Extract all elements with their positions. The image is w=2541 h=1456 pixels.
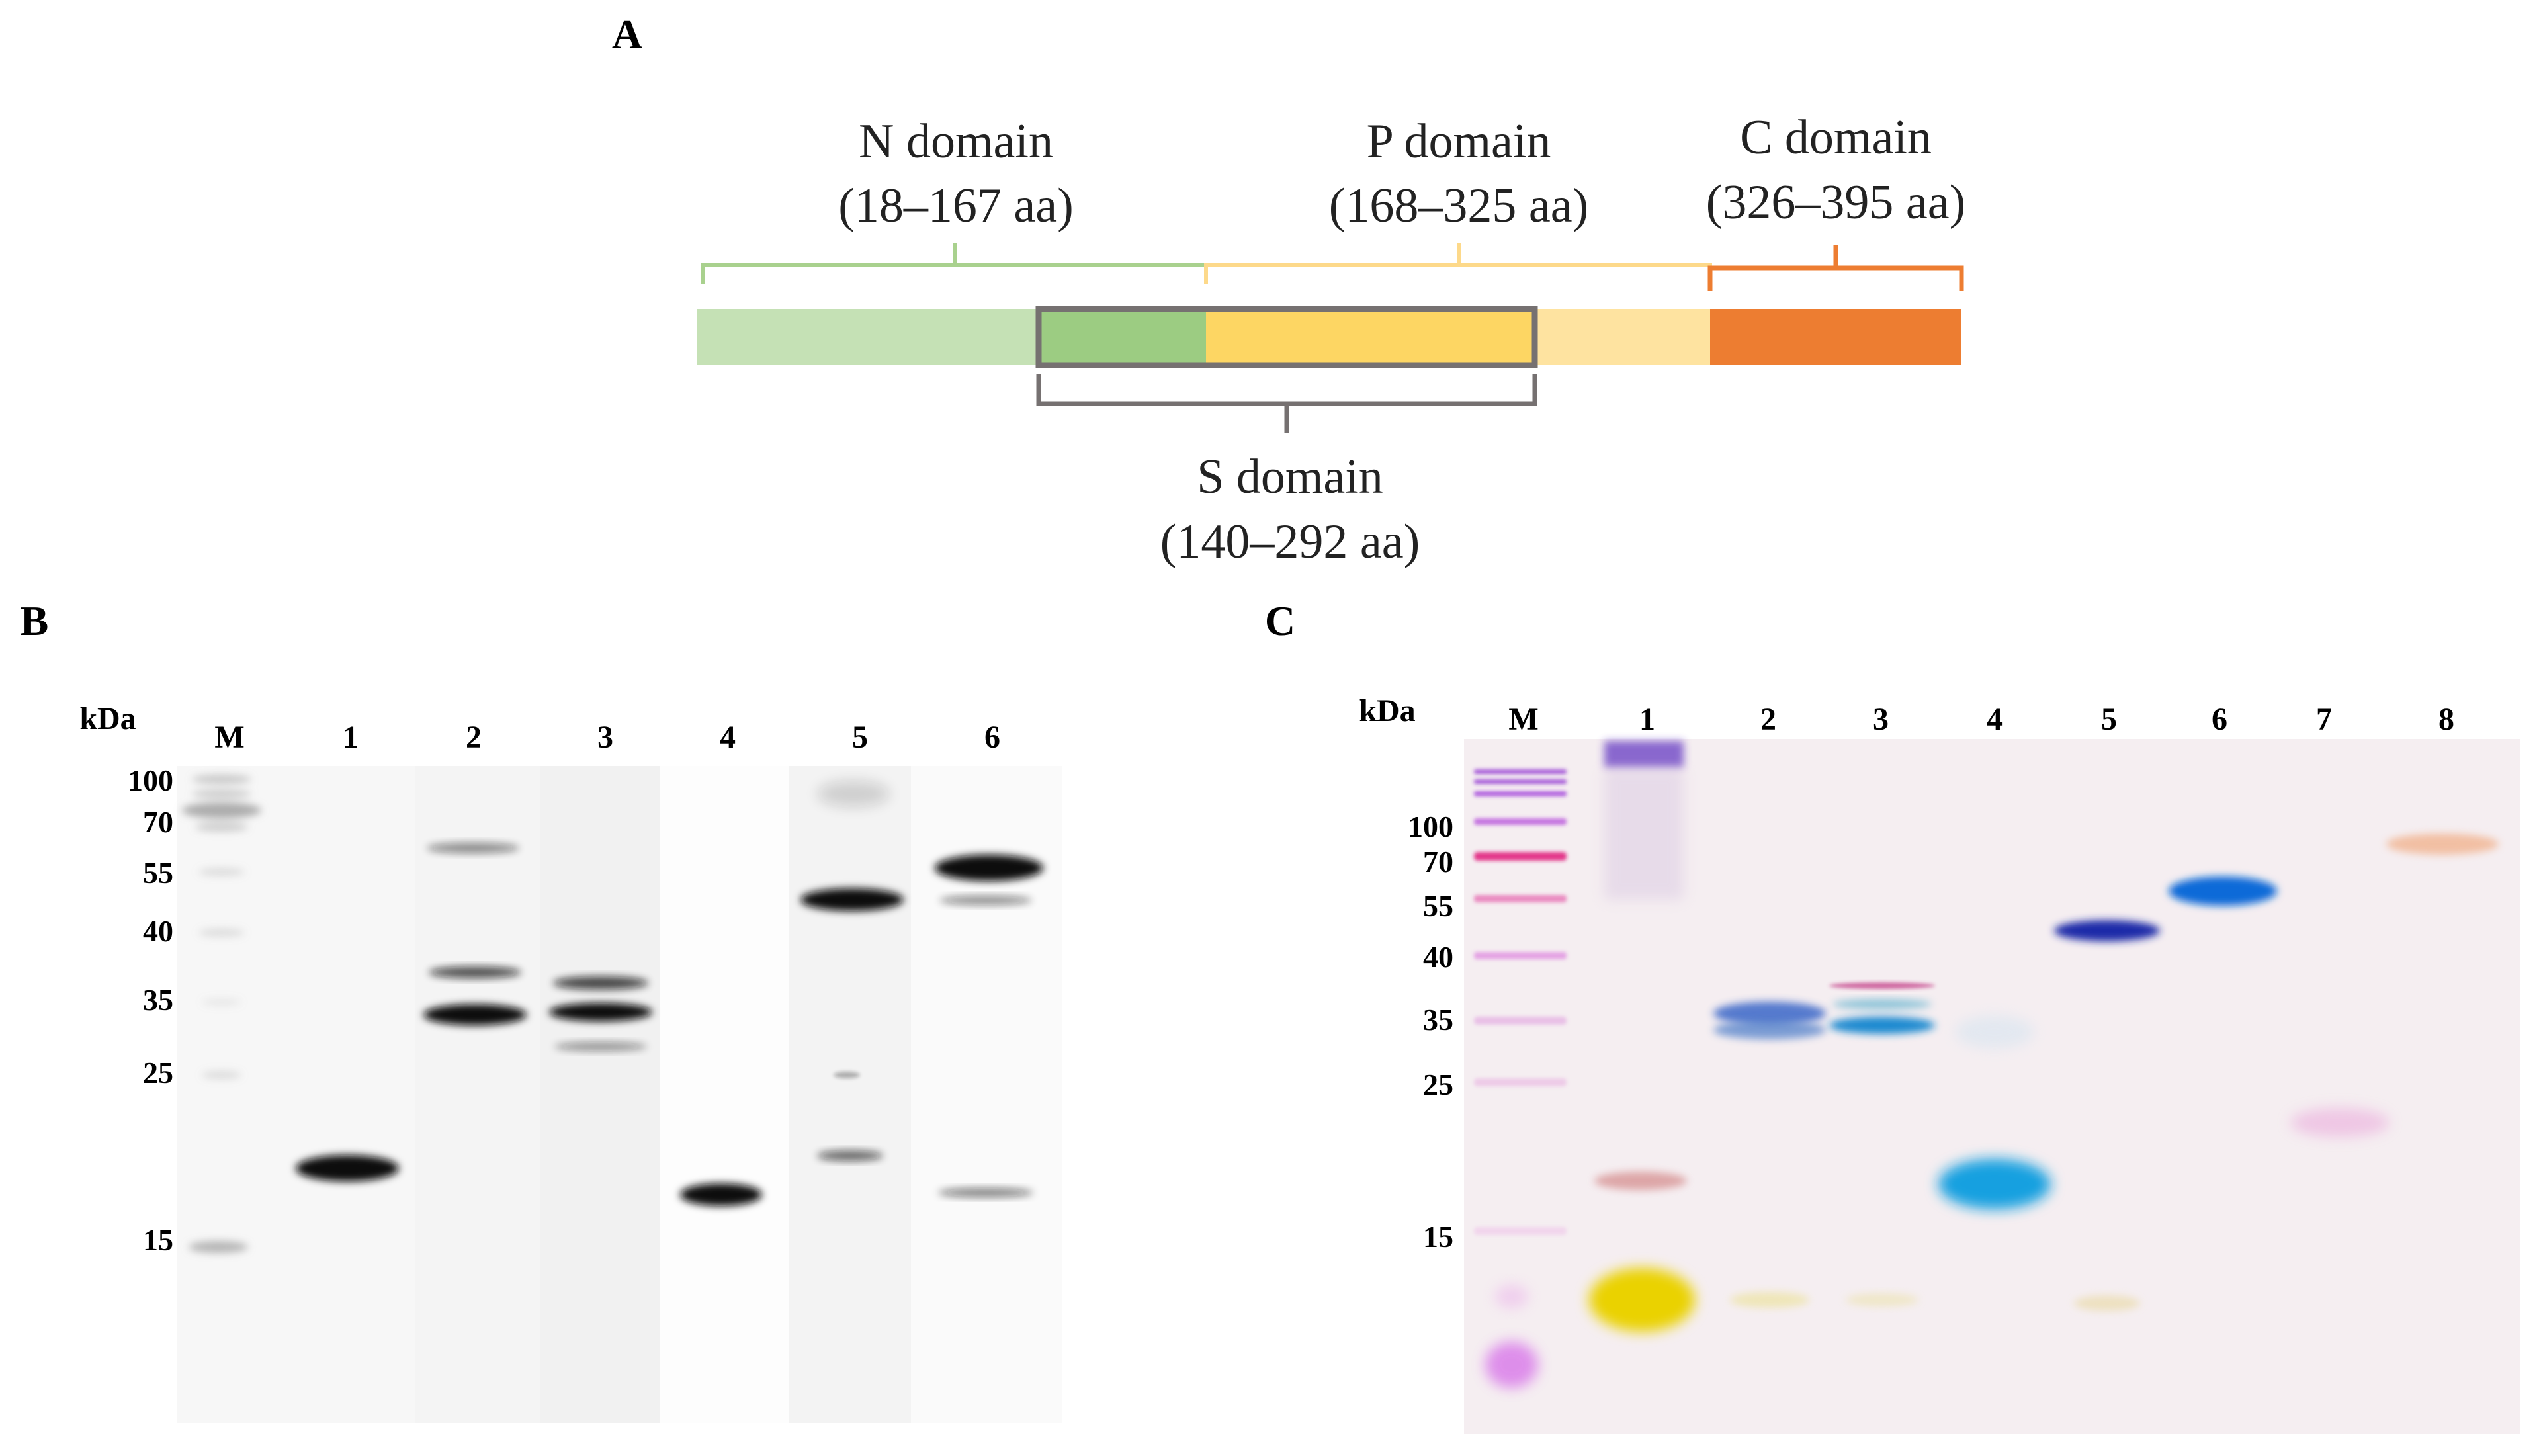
panel-c-label: C [1265, 597, 1295, 644]
blot-b-band [939, 896, 1032, 905]
blot-b-band [296, 1155, 399, 1181]
panel-c-lane-5: 5 [2101, 702, 2117, 737]
panel-c-lane-4: 4 [1987, 702, 2003, 737]
panel-b-lane-m: M [214, 720, 244, 755]
panel-c-lane-3: 3 [1873, 702, 1889, 737]
panel-c-lane-6: 6 [2212, 702, 2227, 737]
panel-c-lane-7: 7 [2316, 702, 2332, 737]
p-domain-range: (168–325 aa) [1329, 179, 1588, 233]
n-domain-bracket [701, 243, 1208, 284]
panel-a: A N domain (18–167 aa) P domain (168–325… [612, 11, 1965, 569]
panel-b-marker-70: 70 [143, 805, 173, 839]
panel-c-lane-1: 1 [1639, 702, 1655, 737]
s-domain-label: S domain [1197, 450, 1383, 504]
blot-b-band [817, 1150, 883, 1161]
panel-b-marker-25: 25 [143, 1056, 173, 1090]
panel-b-marker-55: 55 [143, 856, 173, 890]
c-domain-range: (326–395 aa) [1706, 175, 1965, 230]
stained-gel-image [1464, 739, 2520, 1434]
panel-b: B kDa M 1 2 3 4 5 6 100 70 55 40 35 25 1… [21, 597, 1062, 1423]
panel-b-lane-4: 4 [720, 720, 736, 755]
panel-b-marker-40: 40 [143, 914, 173, 948]
s-domain-range: (140–292 aa) [1160, 515, 1420, 569]
panel-b-marker-35: 35 [143, 983, 173, 1017]
blot-b-band [834, 1072, 860, 1078]
panel-c-lane-m: M [1508, 702, 1538, 737]
panel-b-lane-2: 2 [466, 720, 482, 755]
s-domain-bracket [1036, 374, 1537, 433]
blot-b-band [549, 1003, 652, 1021]
panel-c-lane-2: 2 [1760, 702, 1776, 737]
panel-c-marker-70: 70 [1423, 845, 1453, 878]
c-domain-bar [1710, 309, 1961, 365]
panel-a-label: A [612, 11, 642, 58]
panel-c-marker-100: 100 [1408, 810, 1453, 843]
p-domain-bar [1535, 309, 1710, 365]
western-blot-image [177, 766, 1062, 1423]
panel-c-marker-40: 40 [1423, 940, 1453, 974]
p-domain-bracket [1204, 243, 1712, 284]
panel-c-marker-25: 25 [1423, 1068, 1453, 1101]
panel-b-lane-6: 6 [984, 720, 1000, 755]
panel-c-unit: kDa [1359, 693, 1415, 728]
blot-b-band [554, 1042, 647, 1051]
p-domain-label: P domain [1367, 114, 1551, 169]
panel-b-label: B [21, 597, 49, 644]
panel-b-marker-100: 100 [128, 763, 173, 797]
c-domain-bracket [1707, 245, 1964, 291]
panel-b-unit: kDa [79, 701, 136, 736]
panel-c-marker-55: 55 [1423, 889, 1453, 923]
blot-b-band [800, 888, 904, 911]
blot-b-band [427, 843, 519, 853]
panel-c-lane-8: 8 [2438, 702, 2454, 737]
panel-c-marker-35: 35 [1423, 1003, 1453, 1037]
blot-b-band [553, 976, 648, 990]
c-domain-label: C domain [1740, 110, 1932, 165]
panel-c-marker-15: 15 [1423, 1220, 1453, 1254]
panel-b-lane-5: 5 [852, 720, 868, 755]
blot-b-band [423, 1004, 527, 1025]
blot-b-band [429, 966, 521, 978]
n-domain-range: (18–167 aa) [838, 179, 1073, 233]
blot-b-band [938, 1188, 1033, 1197]
n-s-overlap-bar [1039, 309, 1206, 365]
panel-c: C kDa M 1 2 3 4 5 6 7 8 100 70 55 40 35 … [1265, 597, 2520, 1434]
n-domain-bar [697, 309, 1039, 365]
panel-b-marker-15: 15 [143, 1223, 173, 1257]
blot-b-band [817, 781, 890, 807]
p-s-overlap-bar [1206, 309, 1535, 365]
n-domain-label: N domain [859, 114, 1053, 169]
blot-b-band [680, 1183, 762, 1206]
panel-b-lane-1: 1 [343, 720, 359, 755]
blot-b-band [935, 855, 1043, 881]
panel-b-lane-3: 3 [597, 720, 613, 755]
s-domain-box [1035, 306, 1538, 368]
